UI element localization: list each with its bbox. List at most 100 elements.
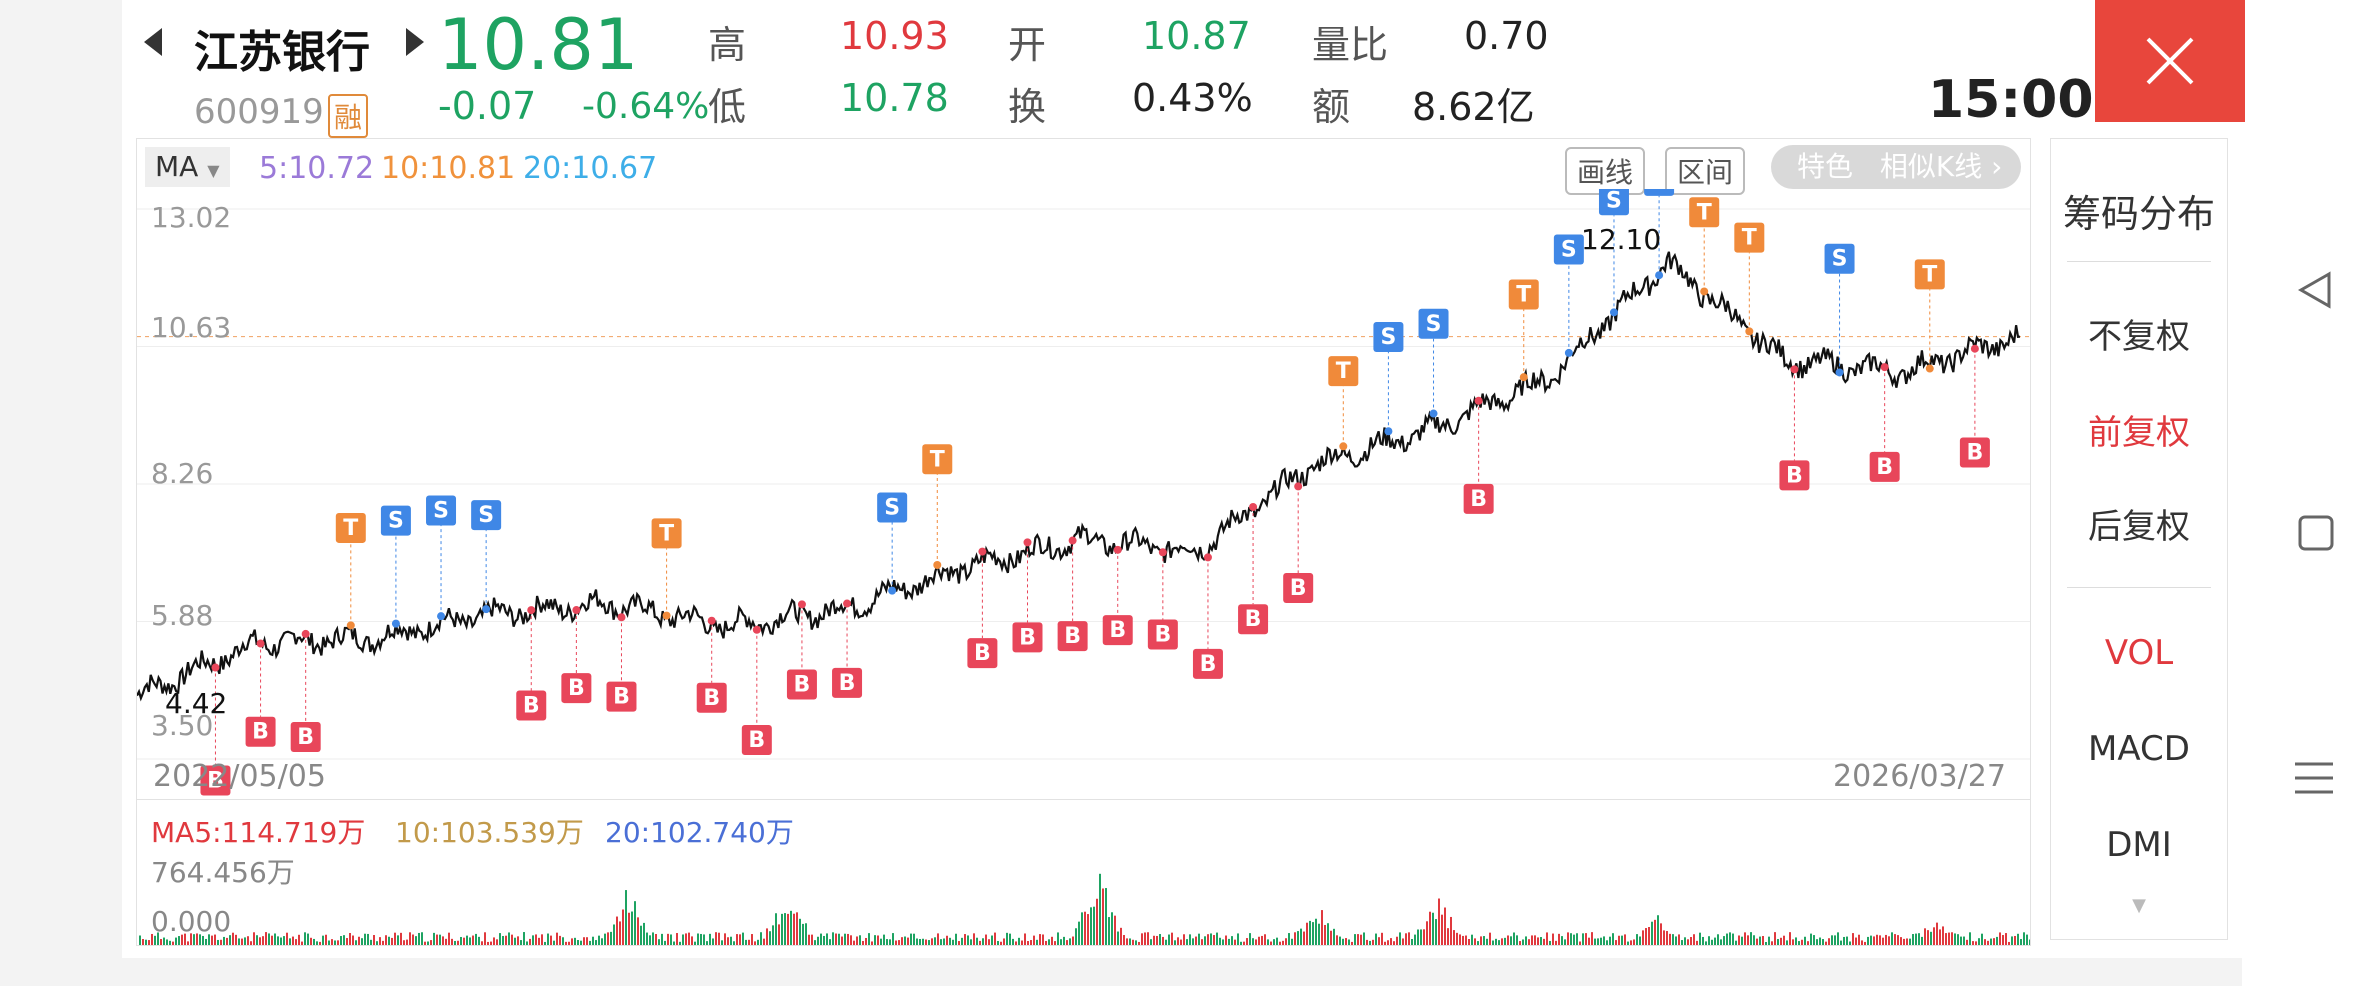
draw-line-button[interactable]: 画线 <box>1565 147 1646 195</box>
volume-bar <box>1768 936 1770 945</box>
volume-bar <box>151 933 153 945</box>
volume-bar <box>784 913 786 945</box>
volume-bar <box>412 934 414 945</box>
signal-marker-b <box>200 765 231 796</box>
signal-dot <box>707 616 716 625</box>
volume-bar <box>982 938 984 945</box>
signal-marker-label: T <box>1922 262 1937 287</box>
volume-bar <box>1363 932 1365 945</box>
volume-bar <box>1519 941 1521 945</box>
volume-bar <box>1087 914 1089 945</box>
volume-bar <box>946 935 948 945</box>
close-button[interactable] <box>2095 0 2245 122</box>
volume-bar <box>940 939 942 945</box>
date-start: 2022/05/05 <box>153 759 326 794</box>
volume-bar <box>976 937 978 945</box>
signal-marker-label: B <box>1786 463 1803 488</box>
price-change-pct: -0.64% <box>582 86 710 127</box>
volume-bar <box>199 934 201 945</box>
volume-bar <box>1942 926 1944 945</box>
signal-marker-b <box>245 716 276 747</box>
volume-bar <box>283 936 285 945</box>
volume-bar <box>169 940 171 945</box>
volume-bar <box>205 938 207 945</box>
volume-bar <box>1429 911 1431 945</box>
volume-bar <box>1711 939 1713 945</box>
volume-bar <box>1309 920 1311 945</box>
volume-bar <box>955 933 957 945</box>
signal-dot <box>211 663 220 672</box>
volume-bar <box>193 934 195 945</box>
volume-bar <box>1444 907 1446 945</box>
prev-stock-icon[interactable] <box>144 28 162 56</box>
volume-bar <box>1171 932 1173 945</box>
volume-bar <box>1900 937 1902 945</box>
volume-bar <box>526 941 528 945</box>
signal-dot <box>933 560 942 569</box>
signal-marker-b <box>1869 451 1900 482</box>
signal-dot <box>572 606 581 615</box>
signal-marker-label: B <box>1154 623 1171 648</box>
volume-bar <box>1537 937 1539 945</box>
feature-pill[interactable]: 特色 相似K线 › <box>1771 145 2021 189</box>
volume-bar <box>1294 932 1296 945</box>
volume-bar <box>1231 936 1233 945</box>
volume-bar <box>922 938 924 945</box>
volume-bar <box>1492 940 1494 945</box>
volume-bar <box>2020 939 2022 945</box>
volume-bar <box>1435 919 1437 945</box>
volume-bar <box>1579 941 1581 945</box>
volume-bar <box>1108 917 1110 945</box>
home-nav-icon[interactable] <box>2297 514 2335 552</box>
volume-bar <box>1300 928 1302 945</box>
volume-bar <box>1693 934 1695 945</box>
signal-marker-s <box>1644 189 1675 196</box>
vol-ma5: MA5:114.719万 <box>151 816 366 849</box>
volume-bar <box>1468 939 1470 945</box>
volume-bar <box>1102 888 1104 945</box>
volume-bar <box>364 933 366 945</box>
signal-dot <box>1384 427 1393 436</box>
signal-marker-label: S <box>388 509 404 534</box>
signal-marker-label: S <box>884 495 900 520</box>
menu-nav-icon[interactable] <box>2293 758 2335 798</box>
interval-button[interactable]: 区间 <box>1665 147 1746 195</box>
volume-bar <box>1285 938 1287 945</box>
volume-bar <box>1864 941 1866 945</box>
volume-ratio-label: 量比 <box>1312 23 1389 67</box>
volume-bar <box>667 933 669 945</box>
volume-bar <box>1921 936 1923 945</box>
side-item-no-adjust[interactable]: 不复权 <box>2088 317 2190 357</box>
volume-bar <box>952 939 954 945</box>
volume-bar <box>1117 931 1119 945</box>
volume-bar <box>1393 941 1395 945</box>
side-item-dmi[interactable]: DMI <box>2106 825 2172 865</box>
side-item-vol[interactable]: VOL <box>2104 633 2174 673</box>
volume-bar <box>1486 938 1488 945</box>
side-item-macd[interactable]: MACD <box>2088 729 2190 769</box>
volume-bar <box>706 941 708 945</box>
volume-bar <box>877 935 879 945</box>
volume-bar <box>433 932 435 945</box>
volume-bar <box>1951 932 1953 945</box>
side-item-backward-adjust[interactable]: 后复权 <box>2088 507 2190 547</box>
volume-bar <box>1045 940 1047 945</box>
volume-bar <box>1255 939 1257 945</box>
volume-bar <box>1873 936 1875 945</box>
scroll-down-icon[interactable]: ▼ <box>2132 895 2146 916</box>
next-stock-icon[interactable] <box>406 28 424 56</box>
volume-bar <box>430 940 432 945</box>
signal-dot <box>888 586 897 595</box>
ma-selector[interactable]: MA ▼ <box>145 147 230 187</box>
volume-bar <box>226 937 228 945</box>
system-nav-bar <box>2265 0 2375 986</box>
signal-marker-b <box>1192 648 1223 679</box>
volume-bar <box>1450 916 1452 945</box>
volume-bar <box>376 941 378 945</box>
side-item-forward-adjust[interactable]: 前复权 <box>2088 413 2190 453</box>
volume-bar <box>1972 941 1974 945</box>
signal-dot <box>1294 482 1303 491</box>
chip-distribution-title[interactable]: 筹码分布 <box>2062 192 2215 236</box>
volume-bar <box>346 938 348 945</box>
back-nav-icon[interactable] <box>2295 270 2335 310</box>
